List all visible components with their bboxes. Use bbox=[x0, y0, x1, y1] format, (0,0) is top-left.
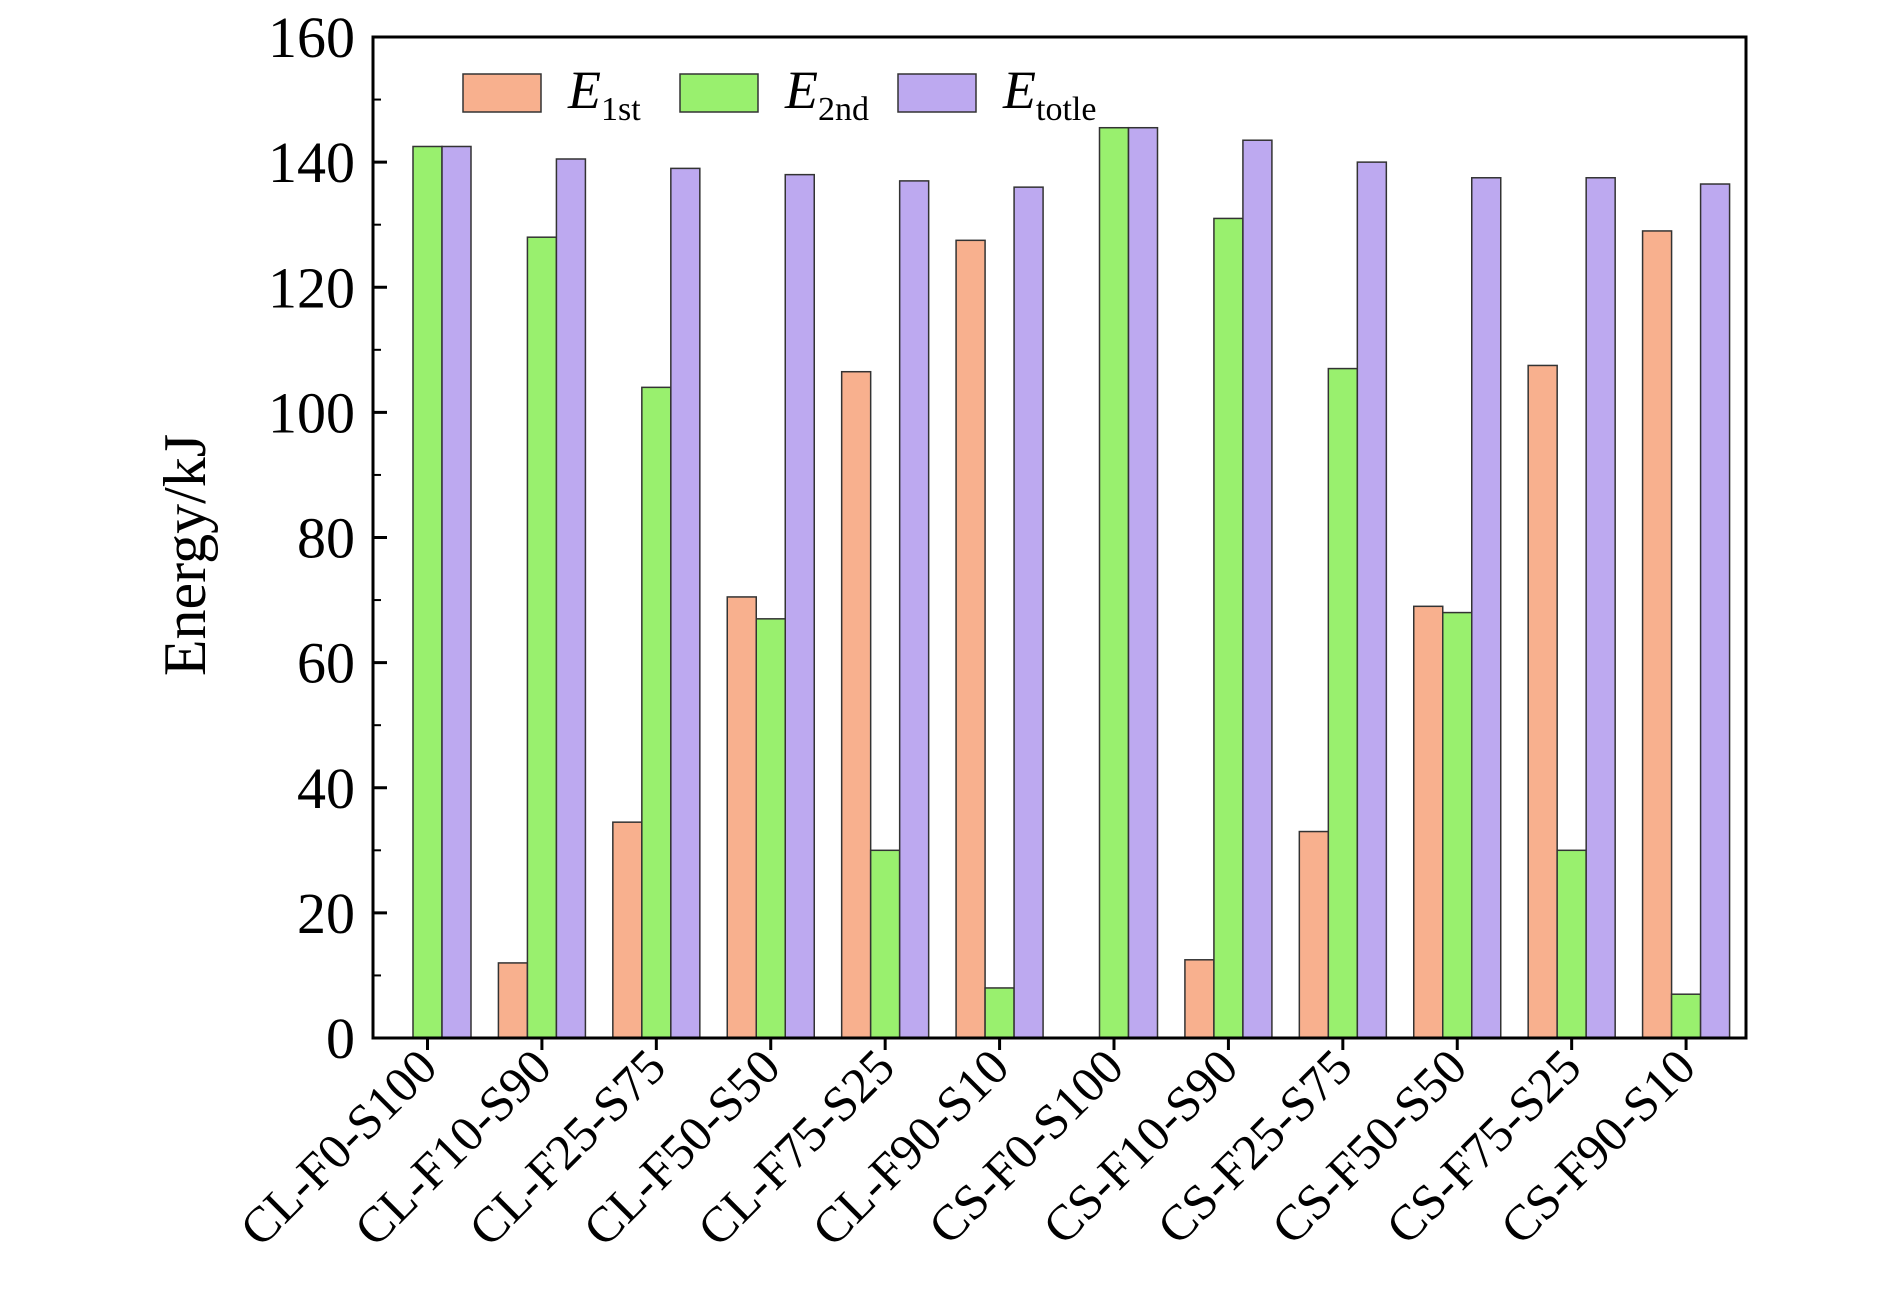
bar-totle-CS-F10-S90 bbox=[1242, 139, 1273, 1039]
bar-2nd-CL-F90-S10 bbox=[984, 987, 1015, 1039]
bar-1st-CL-F90-S10 bbox=[955, 239, 986, 1039]
bar-totle-CL-F75-S25 bbox=[898, 180, 930, 1039]
legend-swatch-2nd bbox=[679, 73, 759, 113]
bar-totle-CS-F25-S75 bbox=[1356, 161, 1388, 1039]
bar-totle-CL-F0-S100 bbox=[441, 145, 472, 1039]
bar-2nd-CS-F10-S90 bbox=[1213, 217, 1244, 1039]
bars-layer bbox=[412, 126, 1731, 1039]
legend: E1st E2nd Etotle bbox=[462, 60, 1096, 128]
legend-swatch-1st bbox=[462, 73, 542, 113]
bar-2nd-CS-F90-S10 bbox=[1670, 993, 1702, 1039]
y-axis-label: Energy/kJ bbox=[152, 434, 218, 676]
bar-totle-CL-F10-S90 bbox=[555, 158, 587, 1039]
bar-totle-CS-F0-S100 bbox=[1127, 126, 1159, 1039]
bar-totle-CS-F75-S25 bbox=[1585, 177, 1616, 1039]
x-axis: CL-F0-S100CL-F10-S90CL-F25-S75CL-F50-S50… bbox=[229, 1038, 1706, 1257]
bar-totle-CS-F50-S50 bbox=[1471, 177, 1502, 1039]
legend-swatch-totle bbox=[897, 73, 977, 113]
bar-1st-CL-F75-S25 bbox=[840, 370, 872, 1039]
bar-1st-CS-F90-S10 bbox=[1641, 230, 1673, 1039]
bar-1st-CL-F50-S50 bbox=[726, 596, 757, 1039]
bar-1st-CS-F10-S90 bbox=[1184, 959, 1215, 1039]
bar-totle-CS-F90-S10 bbox=[1699, 183, 1731, 1039]
bar-1st-CL-F25-S75 bbox=[612, 821, 643, 1039]
y-tick-label: 40 bbox=[297, 756, 355, 821]
legend-label-totle: Etotle bbox=[1002, 60, 1096, 128]
legend-label-2nd: E2nd bbox=[784, 60, 869, 128]
y-tick-label: 160 bbox=[268, 5, 355, 70]
bar-2nd-CL-F50-S50 bbox=[755, 618, 786, 1039]
bar-totle-CL-F25-S75 bbox=[670, 167, 701, 1039]
y-tick-label: 20 bbox=[297, 881, 355, 946]
bar-2nd-CL-F25-S75 bbox=[641, 386, 672, 1039]
y-tick-label: 140 bbox=[268, 130, 355, 195]
bar-totle-CL-F90-S10 bbox=[1013, 186, 1044, 1039]
y-tick-label: 60 bbox=[297, 631, 355, 696]
bar-1st-CS-F75-S25 bbox=[1527, 364, 1558, 1039]
y-tick-label: 100 bbox=[268, 380, 355, 445]
bar-totle-CL-F50-S50 bbox=[784, 173, 815, 1039]
bar-2nd-CS-F75-S25 bbox=[1556, 849, 1587, 1039]
legend-label-1st: E1st bbox=[567, 60, 641, 128]
bar-2nd-CS-F0-S100 bbox=[1098, 126, 1130, 1039]
bar-2nd-CL-F75-S25 bbox=[869, 849, 901, 1039]
bar-2nd-CL-F0-S100 bbox=[412, 145, 443, 1039]
y-tick-label: 0 bbox=[326, 1006, 355, 1071]
y-tick-label: 80 bbox=[297, 506, 355, 571]
bar-1st-CS-F50-S50 bbox=[1413, 605, 1444, 1039]
bar-2nd-CL-F10-S90 bbox=[526, 236, 558, 1039]
y-tick-label: 120 bbox=[268, 255, 355, 320]
bar-1st-CL-F10-S90 bbox=[497, 962, 529, 1039]
bar-1st-CS-F25-S75 bbox=[1298, 830, 1330, 1039]
bar-2nd-CS-F25-S75 bbox=[1327, 367, 1359, 1039]
y-axis: 0 20 40 60 80 100 120 140 160 bbox=[268, 5, 387, 1071]
bar-2nd-CS-F50-S50 bbox=[1442, 611, 1473, 1039]
